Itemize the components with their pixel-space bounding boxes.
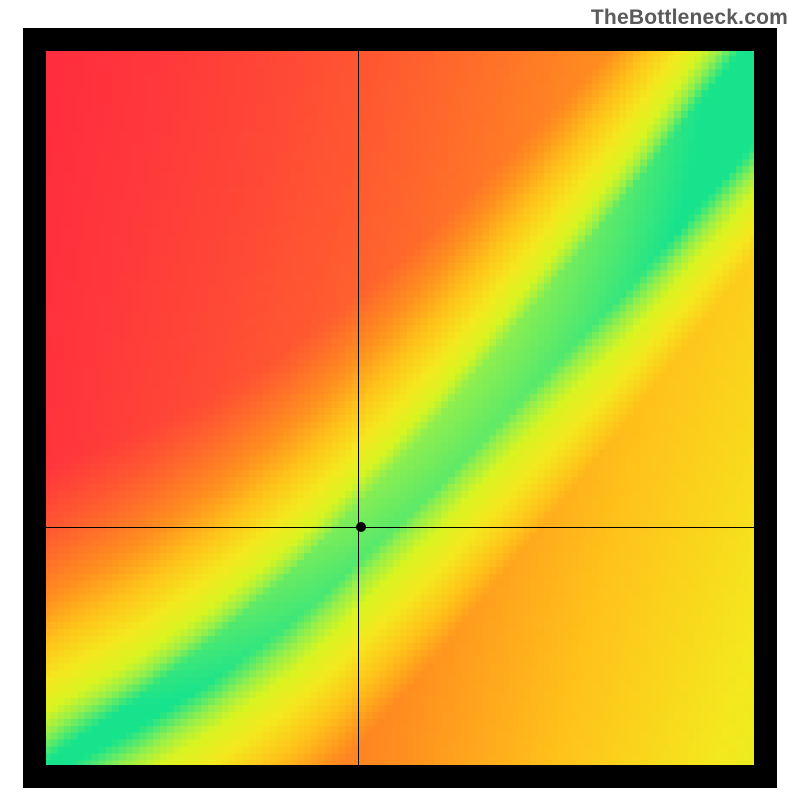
- crosshair-vertical: [358, 28, 359, 788]
- plot-area: [23, 28, 777, 788]
- data-point-marker: [356, 522, 366, 532]
- watermark-text: TheBottleneck.com: [591, 6, 788, 30]
- heatmap-canvas: [23, 28, 777, 788]
- crosshair-horizontal: [23, 527, 777, 528]
- chart-container: TheBottleneck.com: [0, 0, 800, 800]
